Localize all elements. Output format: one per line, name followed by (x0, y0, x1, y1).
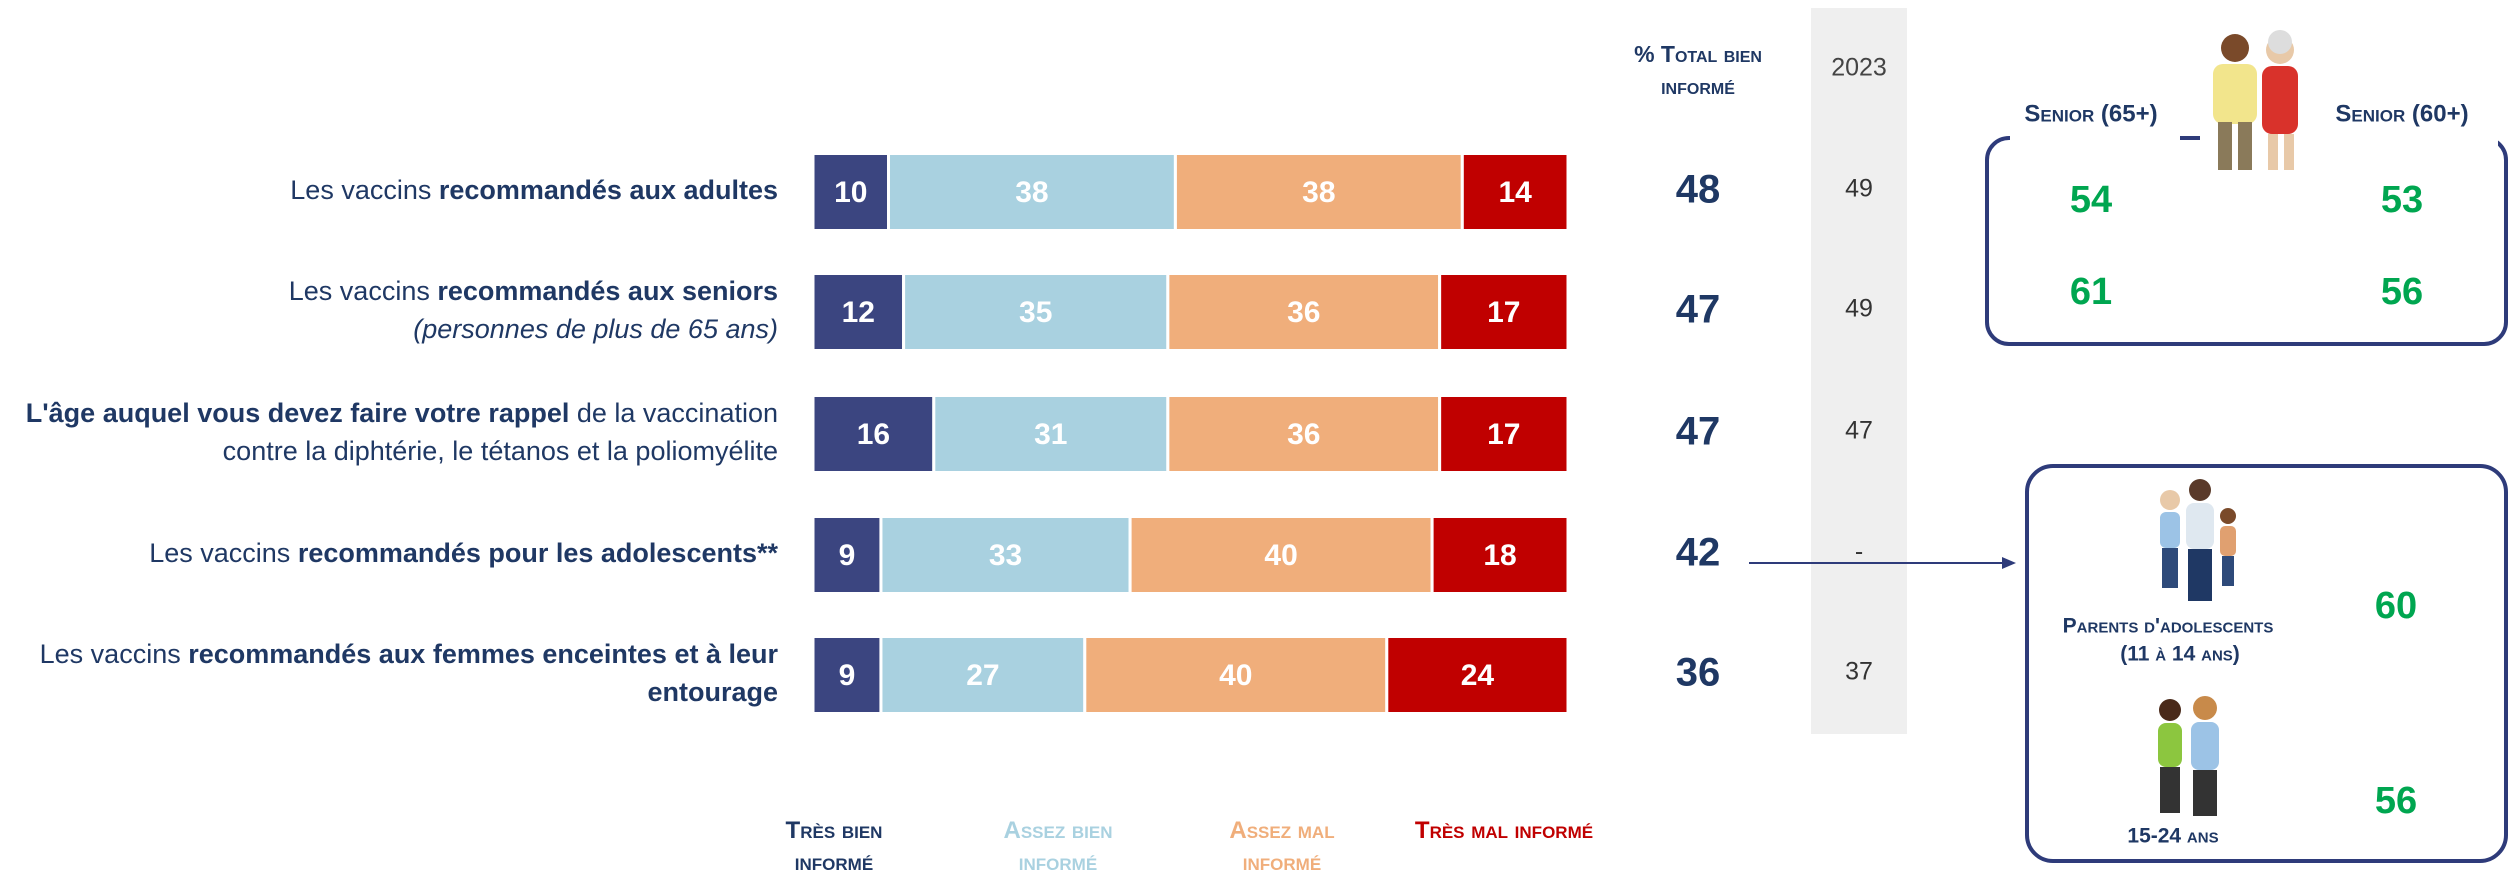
label-run: entourage (647, 677, 778, 707)
legend-entry: Assez bien informé (968, 815, 1148, 879)
label-run: Les vaccins (149, 538, 298, 568)
chart: Les vaccins recommandés aux adultesLes v… (0, 0, 2509, 893)
bar-value-label: 33 (989, 539, 1022, 572)
bar-value-label: 36 (1287, 418, 1320, 451)
label-run: recommandés aux seniors (437, 276, 778, 306)
comparison-column (1811, 8, 1907, 734)
comparison-value: 49 (1845, 295, 1873, 323)
arrow-head (2002, 557, 2016, 569)
bar-value-label: 38 (1015, 176, 1048, 209)
legend-entry: Très bien informé (744, 815, 924, 879)
total-value: 48 (1676, 168, 1721, 212)
total-value: 47 (1676, 288, 1721, 332)
category-label: Les vaccins recommandés aux femmes encei… (40, 639, 779, 669)
label-run: Les vaccins (289, 276, 438, 306)
bar-value-label: 16 (857, 418, 890, 451)
age-value: 60 (2375, 585, 2417, 627)
senior-label: Senior (65+) (2024, 100, 2157, 127)
total-value: 36 (1676, 651, 1721, 695)
label-run: L'âge auquel vous devez faire votre rapp… (26, 398, 570, 428)
bar-value-label: 9 (839, 539, 856, 572)
comparison-year: 2023 (1831, 54, 1887, 82)
label-run: de la vaccination (569, 398, 778, 428)
age-label: Parents d'adolescents (2063, 615, 2274, 638)
category-label: contre la diphtérie, le tétanos et la po… (223, 436, 778, 466)
category-label: entourage (647, 677, 778, 707)
category-label: Les vaccins recommandés aux seniors (289, 276, 778, 306)
senior-value: 56 (2381, 271, 2423, 313)
label-run: recommandés aux femmes enceintes et à le… (188, 639, 778, 669)
senior-value: 54 (2070, 179, 2112, 221)
age-label: 15-24 ans (2127, 825, 2218, 848)
totals-header: % Total bien informé (1613, 38, 1783, 102)
bar-value-label: 17 (1487, 418, 1520, 451)
category-label: Les vaccins recommandés pour les adolesc… (149, 538, 778, 568)
comparison-value: 49 (1845, 175, 1873, 203)
bar-value-label: 40 (1219, 659, 1252, 692)
bar-value-label: 17 (1487, 296, 1520, 329)
bar-value-label: 12 (842, 296, 875, 329)
label-run: recommandés pour les adolescents** (298, 538, 779, 568)
bar-value-label: 31 (1034, 418, 1067, 451)
senior-value: 61 (2070, 271, 2112, 313)
legend-entry: Très mal informé (1414, 815, 1594, 847)
label-run: Les vaccins (40, 639, 189, 669)
bar-value-label: 14 (1498, 176, 1532, 209)
label-run: recommandés aux adultes (439, 175, 778, 205)
total-value: 47 (1676, 410, 1721, 454)
page: Les vaccins recommandés aux adultesLes v… (0, 0, 2509, 893)
category-label: Les vaccins recommandés aux adultes (290, 175, 778, 205)
parents-figures (2160, 479, 2236, 601)
bar-value-label: 18 (1483, 539, 1516, 572)
bar-value-label: 9 (839, 659, 856, 692)
bar-value-label: 40 (1264, 539, 1297, 572)
legend-entry: Assez mal informé (1192, 815, 1372, 879)
senior-value: 53 (2381, 179, 2423, 221)
bar-value-label: 27 (966, 659, 999, 692)
comparison-value: 37 (1845, 658, 1873, 686)
bar-value-label: 36 (1287, 296, 1320, 329)
youth-figures (2158, 696, 2219, 816)
label-run: Les vaccins (290, 175, 439, 205)
bar-value-label: 10 (834, 176, 867, 209)
label-run: (personnes de plus de 65 ans) (413, 314, 778, 344)
category-label: L'âge auquel vous devez faire votre rapp… (26, 398, 778, 428)
comparison-value: - (1855, 538, 1863, 566)
label-run: contre la diphtérie, le tétanos et la po… (223, 436, 778, 466)
age-label: (11 à 14 ans) (2120, 643, 2240, 666)
bar-value-label: 24 (1461, 659, 1495, 692)
age-value: 56 (2375, 780, 2417, 822)
total-value: 42 (1676, 531, 1721, 575)
bar-value-label: 38 (1302, 176, 1335, 209)
bar-value-label: 35 (1019, 296, 1052, 329)
category-label: (personnes de plus de 65 ans) (413, 314, 778, 344)
senior-label: Senior (60+) (2335, 100, 2468, 127)
age-box (2027, 466, 2506, 861)
comparison-value: 47 (1845, 417, 1873, 445)
